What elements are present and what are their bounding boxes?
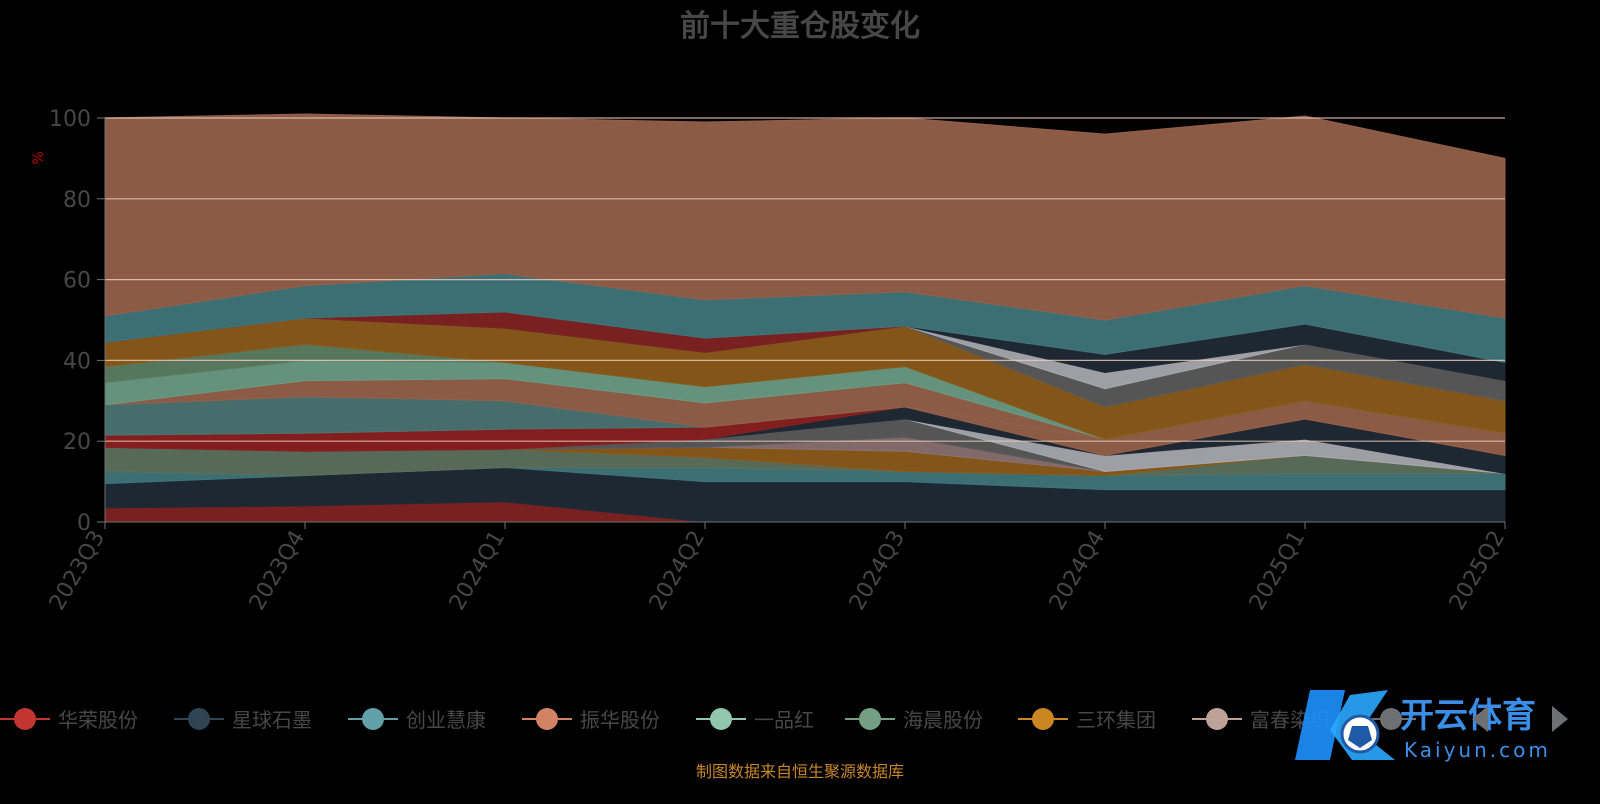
legend-label: 一品红 — [754, 708, 814, 732]
watermark-domain: Kaiyun.com — [1404, 738, 1551, 762]
legend-swatch-icon — [188, 708, 210, 730]
x-tick-labels: 2023Q3 2023Q4 2024Q1 2024Q2 2024Q3 2024Q4 2025… — [45, 527, 1510, 615]
x-tick-label: 2024Q4 — [1045, 527, 1110, 615]
legend-label: 星球石墨 — [232, 708, 312, 732]
legend-swatch-icon — [1380, 708, 1402, 730]
legend-swatch-icon — [859, 708, 881, 730]
y-tick-label: 0 — [77, 511, 91, 536]
legend-label: 创业慧康 — [406, 708, 486, 732]
legend-item[interactable]: 华荣股份 — [0, 708, 138, 732]
x-tick-label: 2024Q3 — [845, 527, 910, 615]
x-tick-label: 2025Q1 — [1245, 527, 1310, 615]
legend-swatch-icon — [710, 708, 732, 730]
grid-layer — [105, 117, 1505, 442]
x-tick-label: 2024Q2 — [645, 527, 710, 615]
y-axis-unit: % — [31, 151, 47, 164]
legend-swatch-icon — [362, 708, 384, 730]
y-tick-label: 20 — [63, 430, 91, 455]
watermark-logo: 开云体育 Kaiyun.com — [1295, 690, 1551, 762]
legend-item[interactable]: 星球石墨 — [174, 708, 312, 732]
legend-item[interactable]: 三环集团 — [1018, 708, 1156, 732]
axis-layer — [97, 117, 1506, 529]
legend-item[interactable]: 创业慧康 — [348, 708, 486, 732]
legend-label: 华荣股份 — [58, 708, 138, 732]
x-tick-label: 2023Q4 — [245, 527, 310, 615]
legend-swatch-icon — [1206, 708, 1228, 730]
area-series-22 — [104, 113, 1506, 321]
legend: 华荣股份 星球石墨 创业慧康 振华股份 一品红 海晨股份 三环集团 富春染织 — [0, 708, 1416, 732]
legend-item[interactable]: 振华股份 — [522, 708, 660, 732]
x-tick-label: 2025Q2 — [1445, 527, 1510, 615]
y-tick-label: 80 — [63, 188, 91, 213]
y-tick-label: 60 — [63, 269, 91, 294]
area-layer — [104, 113, 1506, 523]
y-tick-labels: 0 20 40 60 80 100 — [49, 107, 91, 536]
legend-item[interactable]: 海晨股份 — [845, 708, 983, 732]
x-tick-label: 2023Q3 — [45, 527, 110, 615]
x-tick-label: 2024Q1 — [445, 527, 510, 615]
source-note: 制图数据来自恒生聚源数据库 — [696, 762, 904, 781]
legend-label: 振华股份 — [580, 708, 660, 732]
brand-logo-icon — [1295, 690, 1395, 760]
y-tick-label: 40 — [63, 349, 91, 374]
chart-title: 前十大重仓股变化 — [680, 9, 920, 44]
legend-item[interactable]: 一品红 — [696, 708, 814, 732]
legend-swatch-icon — [1032, 708, 1054, 730]
legend-item[interactable] — [1366, 708, 1416, 730]
legend-next-page-icon[interactable] — [1552, 706, 1568, 732]
legend-prev-page-icon[interactable] — [1472, 706, 1488, 732]
legend-label: 三环集团 — [1076, 708, 1156, 732]
watermark-text: 开云体育 — [1400, 696, 1536, 736]
legend-label: 海晨股份 — [903, 708, 983, 732]
legend-swatch-icon — [14, 708, 36, 730]
y-tick-label: 100 — [49, 107, 91, 132]
legend-swatch-icon — [536, 708, 558, 730]
